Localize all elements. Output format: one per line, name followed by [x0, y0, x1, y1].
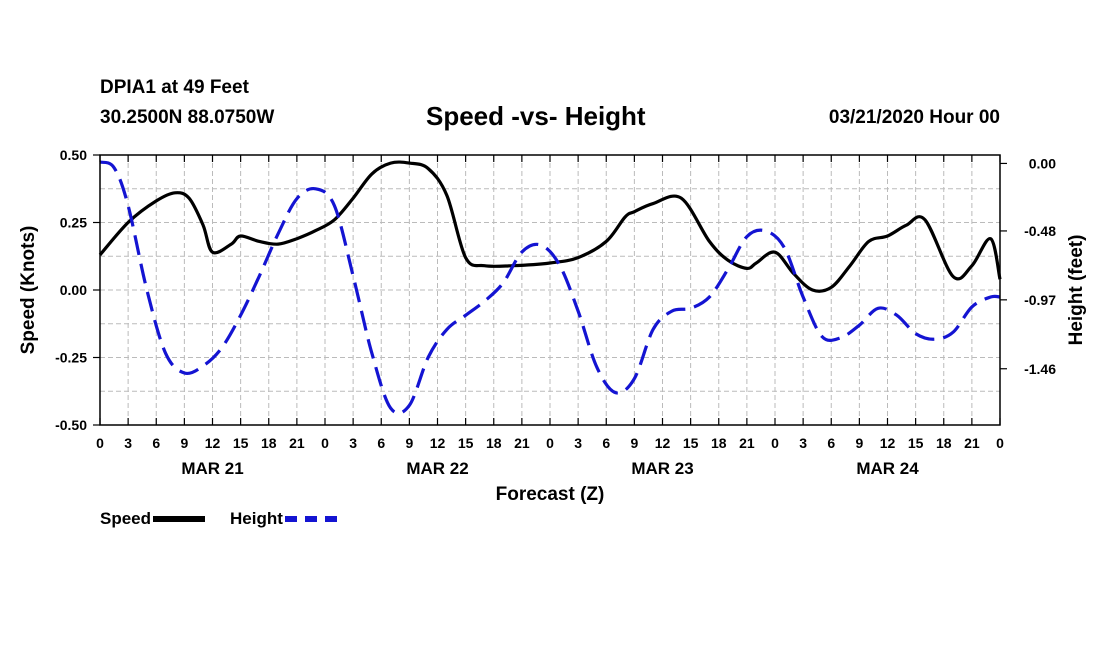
y2-tick-label: -1.46	[1024, 361, 1056, 377]
x-tick-label: 0	[321, 435, 329, 451]
y2-tick-label: 0.00	[1029, 155, 1056, 171]
x-tick-label: 0	[546, 435, 554, 451]
y-tick-label: 0.00	[60, 282, 87, 298]
x-tick-label: 0	[96, 435, 104, 451]
y-axis-left: 0.50 0.25 0.00 -0.25 -0.50	[55, 147, 100, 433]
legend-speed: Speed	[100, 509, 206, 529]
x-tick-label: 21	[964, 435, 980, 451]
day-label: MAR 22	[406, 459, 468, 478]
x-tick-label: 6	[377, 435, 385, 451]
x-tick-label: 18	[261, 435, 277, 451]
forecast-datetime: 03/21/2020 Hour 00	[828, 107, 1000, 128]
x-tick-label: 3	[349, 435, 357, 451]
y2-tick-label: -0.97	[1024, 292, 1056, 308]
day-label: MAR 24	[856, 459, 919, 478]
x-tick-label: 15	[683, 435, 699, 451]
x-tick-label: 21	[514, 435, 530, 451]
speed-series	[98, 160, 1002, 293]
x-axis: 0 3 6 9 12 15 18 21 0 3 6 9 12 15 18 21 0 3 6 9 12 15 18 21 0 3 6 9…	[96, 155, 1004, 478]
speed-line	[98, 160, 1002, 293]
x-tick-label: 12	[205, 435, 221, 451]
legend-speed-label: Speed	[100, 509, 152, 528]
legend-height: Height	[230, 509, 337, 529]
grid	[100, 155, 1000, 425]
y-tick-label: -0.25	[55, 350, 87, 366]
height-line	[99, 160, 1001, 415]
x-tick-label: 18	[711, 435, 727, 451]
y2-axis-label: Height (feet)	[1066, 235, 1087, 346]
x-tick-label: 18	[936, 435, 952, 451]
y-axis-label: Speed (Knots)	[18, 226, 39, 355]
height-series	[99, 160, 1001, 415]
x-tick-label: 9	[180, 435, 188, 451]
day-label: MAR 21	[181, 459, 243, 478]
x-tick-label: 3	[574, 435, 582, 451]
coordinates-label: 30.2500N 88.0750W	[100, 107, 275, 128]
x-tick-label: 21	[289, 435, 305, 451]
x-tick-label: 6	[602, 435, 610, 451]
x-tick-label: 12	[880, 435, 896, 451]
y-tick-label: 0.25	[60, 215, 87, 231]
y-tick-label: 0.50	[60, 147, 87, 163]
legend-height-swatch	[284, 516, 337, 522]
x-axis-label: Forecast (Z)	[496, 484, 605, 505]
x-tick-label: 18	[486, 435, 502, 451]
x-tick-label: 9	[855, 435, 863, 451]
day-label: MAR 23	[631, 459, 693, 478]
legend-height-label: Height	[230, 509, 283, 528]
x-tick-label: 0	[996, 435, 1004, 451]
x-tick-label: 12	[430, 435, 446, 451]
x-tick-label: 9	[405, 435, 413, 451]
x-tick-label: 9	[630, 435, 638, 451]
station-label: DPIA1 at 49 Feet	[100, 77, 249, 98]
x-tick-label: 15	[233, 435, 249, 451]
y-axis-right: 0.00 -0.48 -0.97 -1.46	[1000, 155, 1056, 377]
x-tick-label: 6	[152, 435, 160, 451]
x-tick-label: 3	[799, 435, 807, 451]
x-tick-label: 6	[827, 435, 835, 451]
legend-speed-swatch	[153, 516, 206, 522]
y-tick-label: -0.50	[55, 417, 87, 433]
x-tick-label: 12	[655, 435, 671, 451]
chart-title: Speed -vs- Height	[426, 101, 646, 131]
x-tick-label: 15	[458, 435, 474, 451]
x-tick-label: 21	[739, 435, 755, 451]
x-tick-label: 15	[908, 435, 924, 451]
y2-tick-label: -0.48	[1024, 223, 1056, 239]
x-tick-label: 3	[124, 435, 132, 451]
x-tick-label: 0	[771, 435, 779, 451]
